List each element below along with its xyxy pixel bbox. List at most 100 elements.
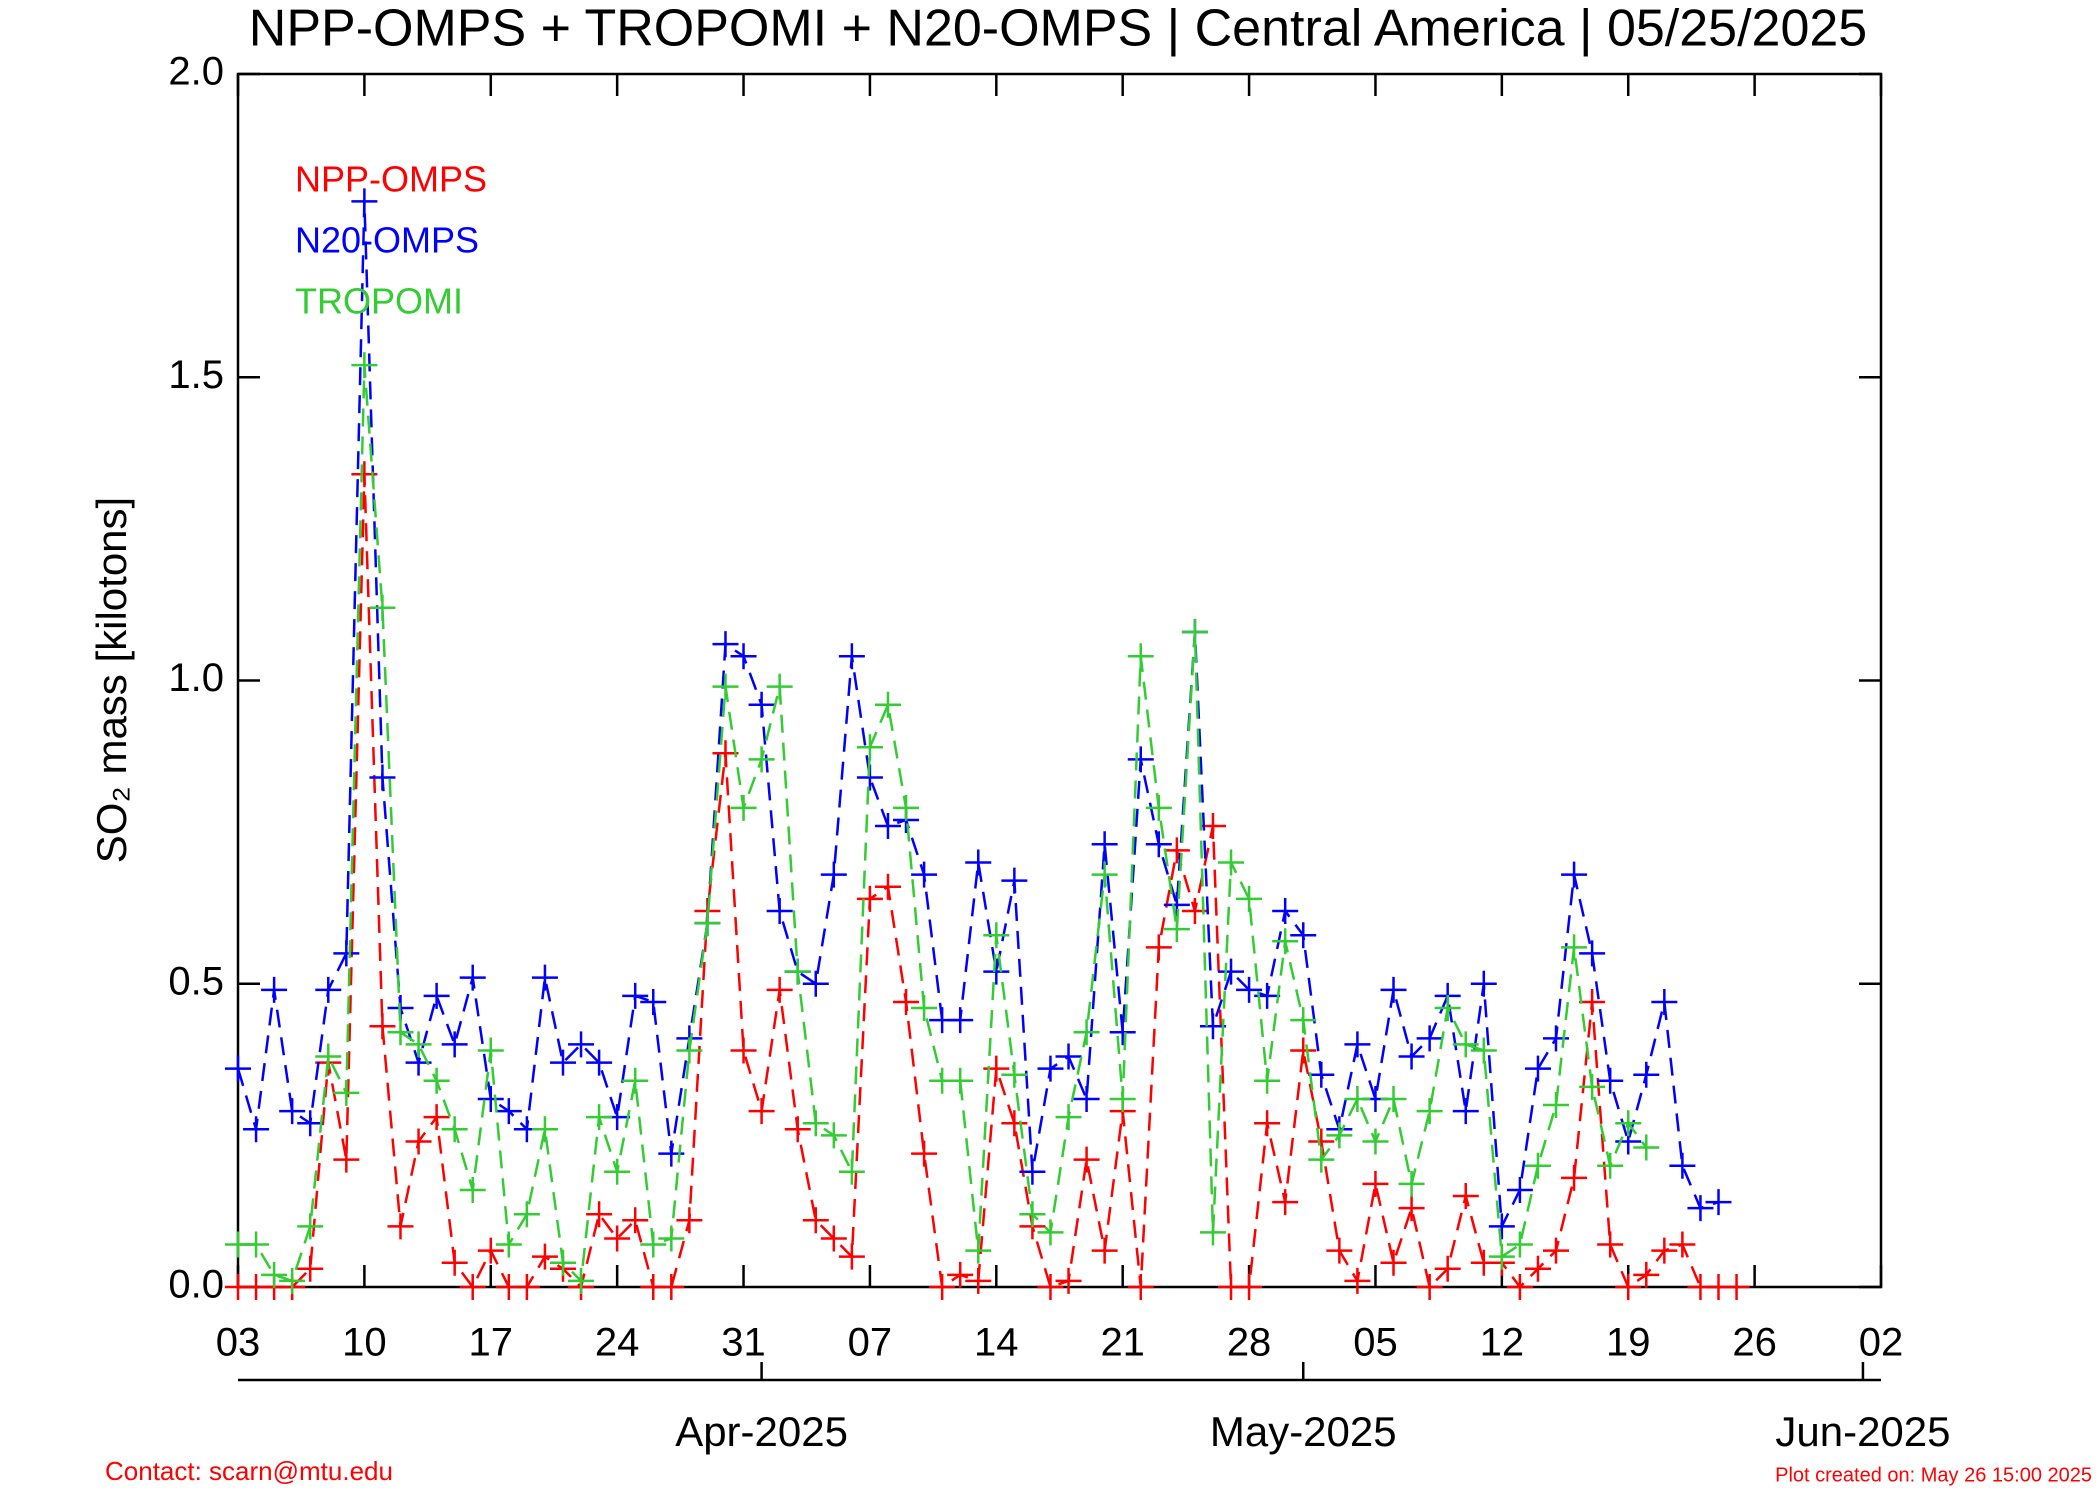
point-marker bbox=[1524, 1152, 1551, 1179]
point-marker bbox=[658, 1225, 685, 1252]
point-marker bbox=[1434, 995, 1461, 1022]
point-marker bbox=[297, 1110, 324, 1137]
x-tick-label: 07 bbox=[848, 1321, 893, 1365]
point-marker bbox=[1019, 1201, 1046, 1228]
point-marker bbox=[1254, 1067, 1281, 1094]
point-marker bbox=[622, 982, 649, 1009]
point-marker bbox=[1506, 1176, 1533, 1203]
point-marker bbox=[549, 1049, 576, 1076]
point-marker bbox=[838, 643, 865, 670]
point-marker bbox=[1091, 1237, 1118, 1264]
point-marker bbox=[279, 1267, 306, 1294]
point-marker bbox=[1290, 1037, 1317, 1064]
y-tick-label: 1.0 bbox=[168, 656, 224, 700]
chart-title: NPP-OMPS + TROPOMI + N20-OMPS | Central … bbox=[249, 0, 1867, 58]
point-marker bbox=[1506, 1231, 1533, 1258]
point-marker bbox=[784, 1116, 811, 1143]
point-marker bbox=[640, 988, 667, 1015]
point-marker bbox=[1380, 1085, 1407, 1112]
point-marker bbox=[423, 1067, 450, 1094]
point-marker bbox=[1199, 1219, 1226, 1246]
point-marker bbox=[911, 995, 938, 1022]
point-marker bbox=[1362, 1170, 1389, 1197]
point-marker bbox=[766, 976, 793, 1003]
point-marker bbox=[1524, 1255, 1551, 1282]
point-marker bbox=[676, 1037, 703, 1064]
point-marker bbox=[1218, 958, 1245, 985]
point-marker bbox=[1651, 988, 1678, 1015]
point-marker bbox=[513, 1274, 540, 1300]
point-marker bbox=[802, 970, 829, 997]
point-marker bbox=[640, 1231, 667, 1258]
point-marker bbox=[568, 1031, 595, 1058]
x-tick-label: 21 bbox=[1100, 1321, 1145, 1365]
point-marker bbox=[1037, 1055, 1064, 1082]
point-marker bbox=[965, 849, 992, 876]
point-marker bbox=[1109, 1019, 1136, 1046]
point-marker bbox=[1543, 1025, 1570, 1052]
point-marker bbox=[676, 1207, 703, 1234]
point-marker bbox=[1055, 1043, 1082, 1070]
point-marker bbox=[1506, 1274, 1533, 1300]
point-marker bbox=[1543, 1092, 1570, 1119]
point-marker bbox=[351, 188, 378, 215]
x-tick-label: 31 bbox=[721, 1321, 766, 1365]
point-marker bbox=[874, 813, 901, 840]
point-marker bbox=[1488, 1213, 1515, 1240]
point-marker bbox=[1633, 1061, 1660, 1088]
point-marker bbox=[405, 1031, 432, 1058]
point-marker bbox=[1218, 849, 1245, 876]
point-marker bbox=[929, 1274, 956, 1300]
point-marker bbox=[1561, 1164, 1588, 1191]
point-marker bbox=[586, 1104, 613, 1131]
point-marker bbox=[1127, 1274, 1154, 1300]
point-marker bbox=[531, 1243, 558, 1270]
point-marker bbox=[1236, 885, 1263, 912]
point-marker bbox=[459, 1274, 486, 1300]
point-marker bbox=[1145, 831, 1172, 858]
y-axis-label: SO₂ mass [kilotons] bbox=[88, 497, 135, 863]
series-line bbox=[238, 365, 1648, 1284]
point-marker bbox=[387, 1019, 414, 1046]
point-marker bbox=[1597, 1067, 1624, 1094]
point-marker bbox=[1127, 643, 1154, 670]
month-label: Apr-2025 bbox=[675, 1408, 848, 1455]
x-tick-label: 03 bbox=[216, 1321, 261, 1365]
point-marker bbox=[766, 897, 793, 924]
point-marker bbox=[748, 691, 775, 718]
point-marker bbox=[387, 1213, 414, 1240]
point-marker bbox=[694, 910, 721, 937]
contact: Contact: scarn@mtu.edu bbox=[105, 1456, 393, 1486]
point-marker bbox=[622, 1207, 649, 1234]
point-marker bbox=[856, 885, 883, 912]
point-marker bbox=[1001, 867, 1028, 894]
point-marker bbox=[730, 794, 757, 821]
point-marker bbox=[1091, 861, 1118, 888]
created-note: Plot created on: May 26 15:00 2025 bbox=[1775, 1464, 2092, 1486]
point-marker bbox=[983, 958, 1010, 985]
point-marker bbox=[1163, 837, 1190, 864]
point-marker bbox=[441, 1031, 468, 1058]
point-marker bbox=[243, 1231, 270, 1258]
y-tick-label: 1.5 bbox=[168, 353, 224, 397]
point-marker bbox=[1524, 1055, 1551, 1082]
point-marker bbox=[1181, 618, 1208, 645]
point-marker bbox=[333, 1146, 360, 1173]
point-marker bbox=[1416, 1274, 1443, 1300]
point-marker bbox=[766, 673, 793, 700]
x-tick-label: 10 bbox=[342, 1321, 387, 1365]
point-marker bbox=[658, 1274, 685, 1300]
point-marker bbox=[1633, 1134, 1660, 1161]
point-marker bbox=[369, 764, 396, 791]
point-marker bbox=[531, 964, 558, 991]
point-marker bbox=[369, 1013, 396, 1040]
point-marker bbox=[1615, 1110, 1642, 1137]
point-marker bbox=[730, 643, 757, 670]
legend-entry: N20-OMPS bbox=[295, 220, 479, 261]
point-marker bbox=[712, 673, 739, 700]
point-marker bbox=[820, 1225, 847, 1252]
point-marker bbox=[622, 1067, 649, 1094]
x-tick-label: 14 bbox=[974, 1321, 1019, 1365]
point-marker bbox=[947, 1067, 974, 1094]
point-marker bbox=[802, 1110, 829, 1137]
